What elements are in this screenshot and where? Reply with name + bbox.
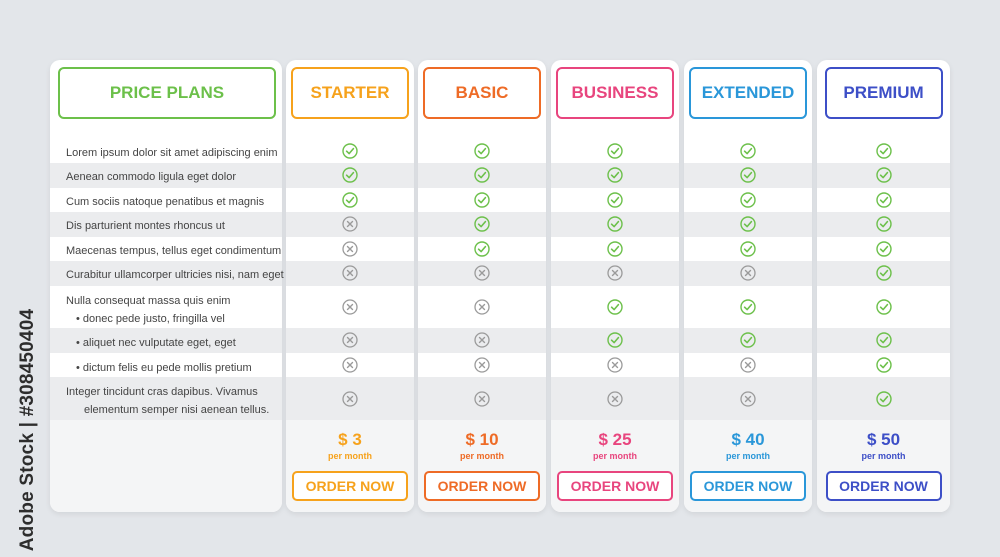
check-icon [607,143,623,159]
feature-label: Maecenas tempus, tellus eget condimentum [66,245,282,257]
price-plans-title: PRICE PLANS [58,67,276,119]
plan-period: per month [460,451,504,461]
plan-price: $ 25 [598,430,632,449]
feature-label: Cum sociis natoque penatibus et magnis [66,196,265,208]
features-card [50,60,282,512]
check-icon [607,332,623,348]
feature-label: Dis parturient montes rhoncus ut [66,220,225,232]
plan-period: per month [726,451,770,461]
cross-icon [342,241,358,257]
plan-card-basic [418,60,546,512]
cross-icon [740,265,756,281]
check-icon [875,265,892,281]
check-icon [607,167,623,183]
check-icon [875,299,892,315]
check-icon [740,143,756,159]
plan-price: $ 3 [338,430,362,449]
check-icon [607,241,623,257]
check-icon [875,192,892,208]
feature-label: • donec pede justo, fringilla vel [76,313,225,325]
row-stripe [50,328,282,353]
cross-icon [342,332,358,348]
check-icon [875,241,892,257]
cross-icon [342,391,358,407]
plan-period: per month [861,451,906,461]
cross-icon [740,357,756,373]
cross-icon [474,391,490,407]
check-icon [474,143,490,159]
plan-price: $ 40 [731,430,765,449]
plan-title-starter: STARTER [291,67,409,119]
cross-icon [474,357,490,373]
footer-band [50,420,282,512]
check-icon [740,192,756,208]
cross-icon [474,265,490,281]
feature-label: Curabitur ullamcorper ultricies nisi, na… [66,269,284,281]
feature-label: • dictum felis eu pede mollis pretium [76,362,252,374]
check-icon [875,357,892,373]
plan-title-business: BUSINESS [556,67,674,119]
check-icon [607,299,623,315]
check-icon [342,143,358,159]
check-icon [474,167,490,183]
cross-icon [607,391,623,407]
check-icon [474,216,490,232]
cross-icon [740,391,756,407]
cross-icon [607,265,623,281]
check-icon [342,192,358,208]
plan-period: per month [328,451,372,461]
check-icon [474,192,490,208]
check-icon [740,332,756,348]
cross-icon [342,216,358,232]
feature-label: Integer tincidunt cras dapibus. Vivamus [66,386,258,398]
order-now-button[interactable]: ORDER NOW [424,471,540,501]
check-icon [875,167,892,183]
check-icon [875,391,892,407]
row-stripe [50,212,282,237]
order-now-button[interactable]: ORDER NOW [292,471,408,501]
check-icon [740,167,756,183]
check-icon [607,216,623,232]
cross-icon [342,299,358,315]
check-icon [875,143,892,159]
plan-title-extended: EXTENDED [689,67,807,119]
cross-icon [342,265,358,281]
order-now-button[interactable]: ORDER NOW [825,471,942,501]
plan-title-basic: BASIC [423,67,541,119]
cross-icon [607,357,623,373]
order-now-button[interactable]: ORDER NOW [690,471,806,501]
order-now-button[interactable]: ORDER NOW [557,471,673,501]
feature-label: Lorem ipsum dolor sit amet adipiscing en… [66,147,278,159]
plan-period: per month [593,451,637,461]
row-stripe [50,261,282,286]
plan-card-premium [817,60,950,512]
plan-card-business [551,60,679,512]
check-icon [342,167,358,183]
cross-icon [474,332,490,348]
check-icon [875,216,892,232]
watermark-text: Adobe Stock | #308450404 [17,308,38,552]
feature-label: elementum semper nisi aenean tellus. [84,404,270,416]
check-icon [875,332,892,348]
check-icon [740,241,756,257]
check-icon [474,241,490,257]
cross-icon [474,299,490,315]
feature-label: • aliquet nec vulputate eget, eget [76,337,236,349]
plan-price: $ 10 [465,430,499,449]
cross-icon [342,357,358,373]
row-stripe [50,377,282,420]
plan-price: $ 50 [866,430,901,449]
check-icon [740,216,756,232]
feature-label: Aenean commodo ligula eget dolor [66,171,237,183]
check-icon [740,299,756,315]
check-icon [607,192,623,208]
plan-title-premium: PREMIUM [824,67,943,119]
row-stripe [50,163,282,188]
watermark: Adobe Stock | #308450404 [8,308,48,552]
feature-label: Nulla consequat massa quis enim [66,295,231,307]
row-stripe [817,377,950,420]
